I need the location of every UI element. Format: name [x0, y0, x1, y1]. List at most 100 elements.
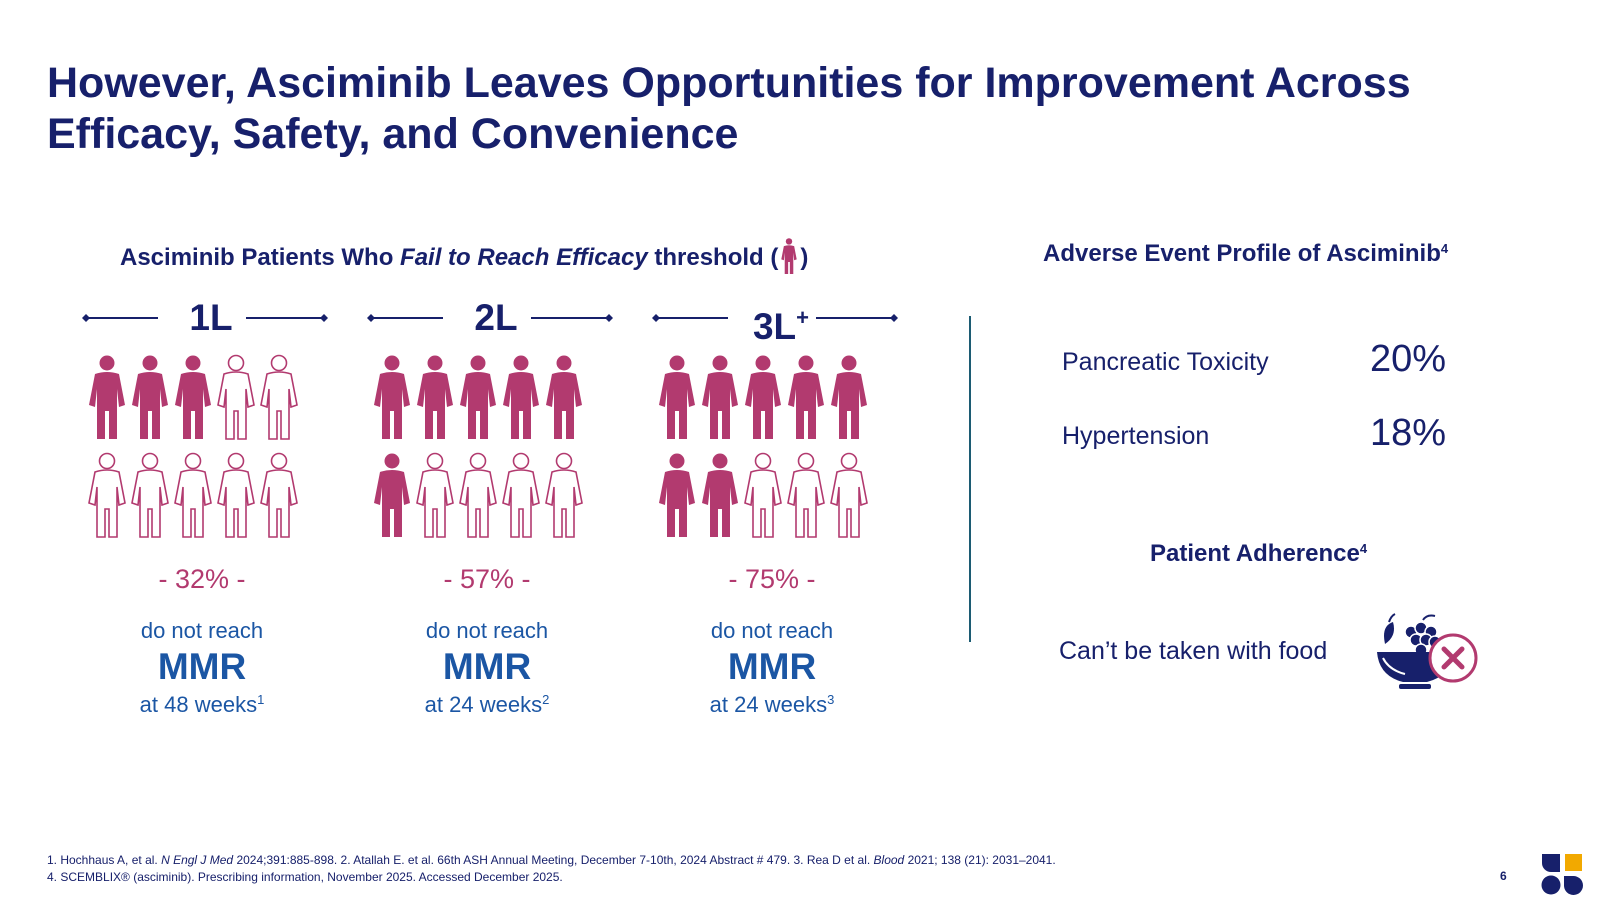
- person-outline-icon: [545, 452, 583, 538]
- reference-text: 2021; 138 (21): 2031–2041.: [904, 853, 1056, 867]
- adverse-event-name: Hypertension: [1062, 422, 1210, 450]
- slide-title-line-2: Efficacy, Safety, and Convenience: [47, 110, 739, 158]
- person-filled-icon: [659, 355, 695, 439]
- section-divider: [969, 316, 971, 642]
- line-of-therapy: 3L+: [652, 296, 906, 347]
- reference-text: 1. Hochhaus A, et al.: [47, 853, 162, 867]
- slide-title-line-1: However, Asciminib Leaves Opportunities …: [47, 59, 1411, 107]
- person-filled-icon: [546, 355, 582, 439]
- person-filled-icon: [702, 453, 738, 537]
- timepoint-label: at 24 weeks3: [656, 692, 888, 718]
- slide-title: However, Asciminib Leaves Opportunities …: [47, 58, 1567, 160]
- person-outline-icon: [217, 452, 255, 538]
- timepoint-text: at 24 weeks: [709, 692, 828, 717]
- patient-figure-row: [371, 452, 585, 538]
- efficacy-heading: Asciminib Patients Who Fail to Reach Eff…: [120, 238, 808, 274]
- person-filled-icon: [503, 355, 539, 439]
- efficacy-heading-emphasis: Fail to Reach Efficacy: [400, 244, 648, 271]
- patient-figure-row: [656, 354, 870, 440]
- line-of-therapy: 2L: [367, 296, 621, 340]
- person-filled-icon: [745, 355, 781, 439]
- adherence-heading-ref: 4: [1359, 541, 1368, 556]
- adverse-event-value: 18%: [1370, 412, 1447, 454]
- timepoint-label: at 24 weeks2: [371, 692, 603, 718]
- efficacy-heading-post: threshold (: [647, 244, 779, 271]
- person-filled-icon: [417, 355, 453, 439]
- efficacy-column-1: 1L - 32% - do not reach MMR at 48 weeks1: [82, 296, 336, 717]
- line-of-therapy-arrow: [367, 314, 613, 322]
- percent-not-reached: - 32% -: [158, 564, 246, 594]
- person-filled-icon: [831, 355, 867, 439]
- adverse-event-row: Pancreatic Toxicity 20%: [1062, 338, 1462, 388]
- person-icon: [781, 238, 798, 274]
- person-outline-icon: [787, 452, 825, 538]
- reference-journal: N Engl J Med: [161, 853, 234, 867]
- efficacy-column-3: 3L+ - 75% - do not reach MMR at 24 weeks3: [652, 296, 906, 717]
- do-not-reach-label: do not reach: [425, 618, 549, 643]
- person-outline-icon: [88, 452, 126, 538]
- person-filled-icon: [374, 355, 410, 439]
- timepoint-label: at 48 weeks1: [86, 692, 318, 718]
- person-outline-icon: [174, 452, 212, 538]
- line-of-therapy-label: 1L: [86, 296, 336, 340]
- person-outline-icon: [416, 452, 454, 538]
- person-outline-icon: [217, 354, 255, 440]
- references: 1. Hochhaus A, et al. N Engl J Med 2024;…: [47, 852, 1497, 886]
- reference-journal: Blood: [873, 853, 905, 867]
- person-filled-icon: [89, 355, 125, 439]
- line-of-therapy-arrow: [652, 314, 898, 322]
- line-of-therapy-text: 3L: [752, 306, 797, 347]
- adverse-event-heading-text: Adverse Event Profile of Asciminib: [1043, 240, 1441, 267]
- person-filled-icon: [659, 453, 695, 537]
- adherence-heading-text: Patient Adherence: [1150, 540, 1360, 567]
- response-metric: MMR: [727, 646, 817, 687]
- line-of-therapy-arrow: [82, 314, 328, 322]
- reference-line-2: 4. SCEMBLIX® (asciminib). Prescribing in…: [47, 870, 563, 884]
- adverse-event-heading-ref: 4: [1440, 241, 1449, 256]
- adherence-heading: Patient Adherence4: [1150, 540, 1367, 568]
- do-not-reach-label: do not reach: [710, 618, 834, 643]
- person-outline-icon: [830, 452, 868, 538]
- adverse-event-heading: Adverse Event Profile of Asciminib4: [1043, 240, 1448, 268]
- person-outline-icon: [131, 452, 169, 538]
- timepoint-text: at 48 weeks: [139, 692, 258, 717]
- person-outline-icon: [744, 452, 782, 538]
- adherence-text: Can’t be taken with food: [1059, 637, 1328, 665]
- patient-figure-row: [656, 452, 870, 538]
- reference-superscript: 2: [542, 692, 550, 707]
- person-filled-icon: [175, 355, 211, 439]
- person-filled-icon: [788, 355, 824, 439]
- line-of-therapy-label: 2L: [371, 296, 621, 340]
- patient-figure-row: [86, 452, 300, 538]
- percent-not-reached: - 57% -: [443, 564, 531, 594]
- line-of-therapy-text: 2L: [474, 297, 518, 338]
- response-metric: MMR: [157, 646, 247, 687]
- person-filled-icon: [702, 355, 738, 439]
- person-outline-icon: [502, 452, 540, 538]
- person-filled-icon: [132, 355, 168, 439]
- line-of-therapy-superscript: +: [796, 305, 810, 330]
- line-of-therapy: 1L: [82, 296, 336, 340]
- efficacy-heading-close: ): [800, 244, 809, 271]
- person-outline-icon: [459, 452, 497, 538]
- person-filled-icon: [460, 355, 496, 439]
- reference-superscript: 3: [827, 692, 835, 707]
- efficacy-heading-pre: Asciminib Patients Who: [120, 244, 401, 271]
- do-not-reach-label: do not reach: [140, 618, 264, 643]
- adverse-event-row: Hypertension 18%: [1062, 412, 1462, 462]
- line-of-therapy-text: 1L: [189, 297, 233, 338]
- reference-superscript: 1: [257, 692, 265, 707]
- timepoint-text: at 24 weeks: [424, 692, 543, 717]
- adverse-event-value: 20%: [1370, 338, 1447, 380]
- response-metric: MMR: [442, 646, 532, 687]
- reference-text: 2024;391:885-898. 2. Atallah E. et al. 6…: [233, 853, 874, 867]
- percent-not-reached: - 75% -: [728, 564, 816, 594]
- page-number: 6: [1500, 869, 1507, 883]
- line-of-therapy-label: 3L+: [656, 296, 906, 349]
- adverse-event-name: Pancreatic Toxicity: [1062, 348, 1269, 376]
- person-outline-icon: [260, 452, 298, 538]
- patient-figure-row: [86, 354, 300, 440]
- reference-line-1: 1. Hochhaus A, et al. N Engl J Med 2024;…: [47, 852, 1497, 869]
- person-outline-icon: [260, 354, 298, 440]
- company-logo-icon: [1541, 854, 1583, 895]
